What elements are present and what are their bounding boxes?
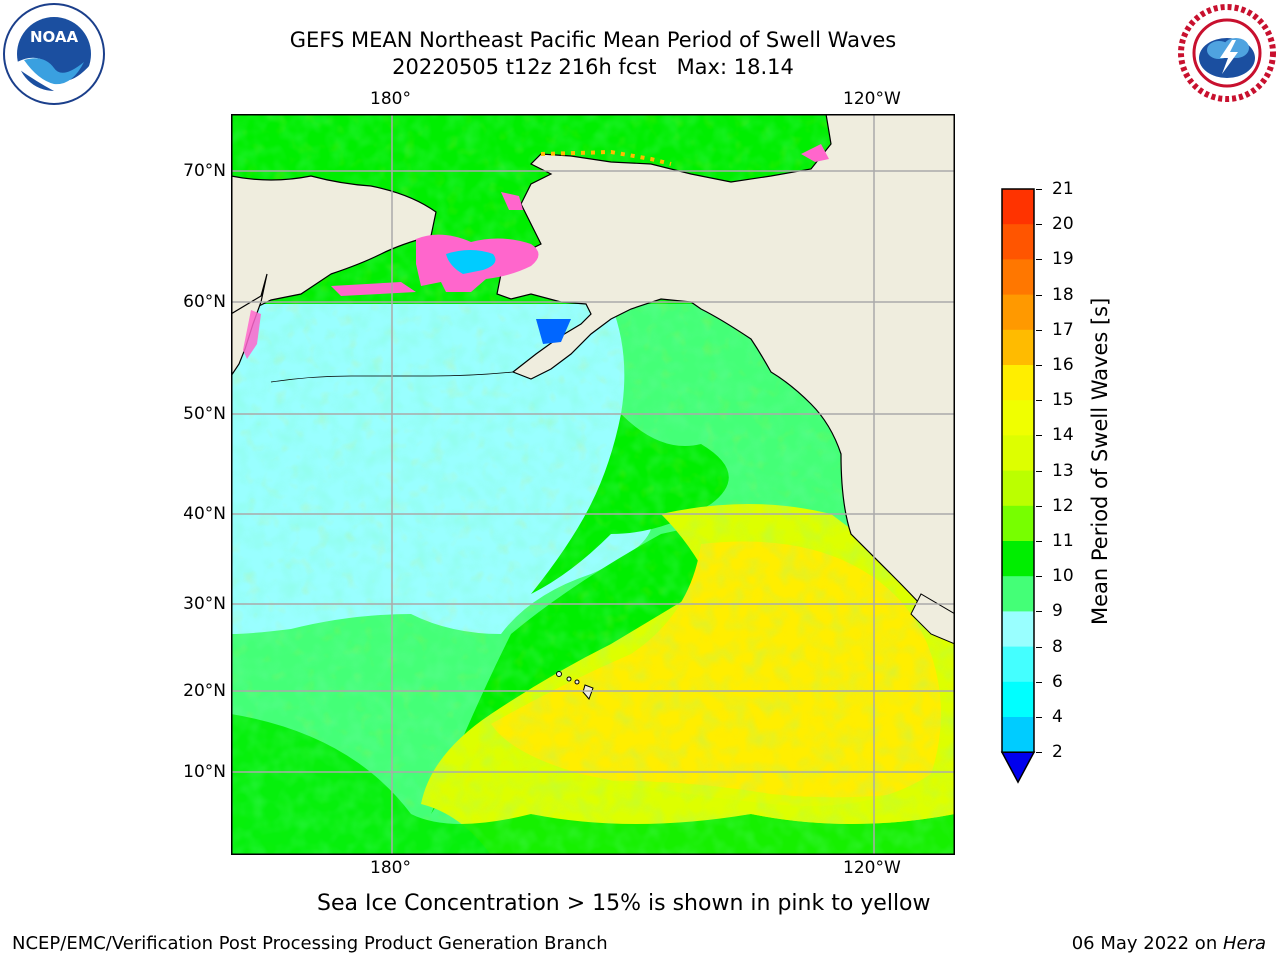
colorbar-tick-mark xyxy=(1036,541,1042,542)
colorbar-tick-label: 8 xyxy=(1052,636,1063,657)
colorbar-tick-mark xyxy=(1036,224,1042,226)
svg-text:NOAA: NOAA xyxy=(30,28,79,46)
colorbar-tick-label: 2 xyxy=(1052,742,1063,763)
colorbar-band-8 xyxy=(1002,646,1034,683)
sea-ice-arctic-coast xyxy=(540,149,672,166)
colorbar-tick-mark xyxy=(1036,329,1042,331)
sea-ice-beaufort xyxy=(801,144,829,162)
swell-period-map xyxy=(231,114,955,855)
lon-label-bottom-120w: 120°W xyxy=(843,858,901,878)
colorbar-tick-label: 11 xyxy=(1052,531,1074,551)
colorbar-tick-label: 12 xyxy=(1052,495,1074,516)
colorbar-band-16 xyxy=(1002,365,1034,401)
colorbar-band-15 xyxy=(1002,400,1034,436)
colorbar-tick-mark xyxy=(1036,365,1042,366)
colorbar-tick-label: 10 xyxy=(1052,566,1074,587)
colorbar-band-11 xyxy=(1002,541,1034,577)
chart-subtitle: 20220505 t12z 216h fcst Max: 18.14 xyxy=(392,55,794,79)
colorbar-tick-label: 17 xyxy=(1052,319,1074,340)
colorbar-tick-mark xyxy=(1036,470,1042,472)
colorbar-tick-mark xyxy=(1036,611,1042,613)
colorbar-tick-mark xyxy=(1036,681,1042,683)
lon-label-top-180: 180° xyxy=(370,89,411,109)
sea-ice-kotzebue xyxy=(501,192,523,210)
map-frame xyxy=(231,114,955,855)
siberia-land xyxy=(231,114,437,320)
colorbar-band-13 xyxy=(1002,470,1034,507)
sea-ice-okhotsk xyxy=(243,310,261,359)
colorbar-tick-mark xyxy=(1036,400,1042,402)
noaa-logo: NOAA xyxy=(2,2,106,106)
colorbar-band-20 xyxy=(1002,224,1034,260)
colorbar-tick-mark xyxy=(1036,435,1042,437)
footer-date-text: 06 May 2022 on xyxy=(1071,933,1223,954)
colorbar-extend-arrow xyxy=(1000,751,1036,784)
colorbar-tick-mark xyxy=(1036,294,1042,296)
colorbar-tick-label: 21 xyxy=(1052,179,1074,199)
colorbar-band-12 xyxy=(1002,505,1034,542)
lat-label-50n: 50°N xyxy=(183,404,226,424)
colorbar-tick-label: 15 xyxy=(1052,390,1074,411)
lon-label-bottom-180: 180° xyxy=(370,858,411,878)
colorbar-tick-mark xyxy=(1036,646,1042,648)
colorbar-title: Mean Period of Swell Waves [s] xyxy=(1088,297,1112,625)
colorbar-band-21 xyxy=(1002,189,1034,225)
graticule xyxy=(231,114,955,855)
footer-credit: NCEP/EMC/Verification Post Processing Pr… xyxy=(12,933,608,954)
lat-label-10n: 10°N xyxy=(183,762,226,782)
colorbar-band-19 xyxy=(1002,259,1034,296)
colorbar-tick-mark xyxy=(1036,505,1042,507)
colorbar-tick-label: 19 xyxy=(1052,249,1074,270)
colorbar-band-17 xyxy=(1002,329,1034,366)
colorbar-tick-label: 16 xyxy=(1052,355,1074,375)
footer-host: Hera xyxy=(1222,933,1266,954)
colorbar-tick-label: 13 xyxy=(1052,460,1074,481)
north-america-land xyxy=(496,114,955,645)
colorbar-tick-label: 9 xyxy=(1052,601,1063,622)
nws-logo xyxy=(1176,2,1278,104)
lat-label-40n: 40°N xyxy=(183,504,226,524)
colorbar-band-10 xyxy=(1002,576,1034,612)
colorbar xyxy=(1000,188,1036,784)
chart-title: GEFS MEAN Northeast Pacific Mean Period … xyxy=(289,28,897,52)
colorbar-band-4 xyxy=(1002,717,1034,753)
lat-label-20n: 20°N xyxy=(183,681,226,701)
sea-ice-anadyr xyxy=(331,282,416,296)
colorbar-band-18 xyxy=(1002,294,1034,331)
hawaii-islands xyxy=(556,671,594,700)
map-panel xyxy=(231,114,955,855)
colorbar-tick-label: 4 xyxy=(1052,707,1063,727)
footer-date: 06 May 2022 on Hera xyxy=(1072,933,1266,954)
colorbar-title-wrap: Mean Period of Swell Waves [s] xyxy=(945,298,1255,625)
colorbar-graphic xyxy=(1000,188,1036,784)
lon-label-top-120w: 120°W xyxy=(843,89,901,109)
aleutian-islands xyxy=(270,371,514,383)
colorbar-band-9 xyxy=(1002,611,1034,648)
colorbar-tick-mark xyxy=(1036,752,1042,754)
colorbar-tick-mark xyxy=(1036,717,1042,718)
colorbar-tick-label: 14 xyxy=(1052,425,1074,446)
colorbar-tick-label: 20 xyxy=(1052,214,1074,235)
bering-ice-edge xyxy=(446,250,496,274)
colorbar-frame xyxy=(1001,188,1035,753)
colorbar-band-14 xyxy=(1002,435,1034,472)
lat-label-70n: 70°N xyxy=(183,161,226,181)
colorbar-tick-mark xyxy=(1036,576,1042,578)
colorbar-tick-mark xyxy=(1036,189,1042,190)
lat-label-30n: 30°N xyxy=(183,594,226,614)
sea-ice-note: Sea Ice Concentration > 15% is shown in … xyxy=(317,891,931,916)
colorbar-tick-label: 18 xyxy=(1052,284,1074,305)
lat-label-60n: 60°N xyxy=(183,292,226,312)
colorbar-tick-mark xyxy=(1036,259,1042,261)
colorbar-tick-label: 6 xyxy=(1052,671,1063,692)
colorbar-band-6 xyxy=(1002,681,1034,718)
bristol-bay-low xyxy=(536,319,571,344)
